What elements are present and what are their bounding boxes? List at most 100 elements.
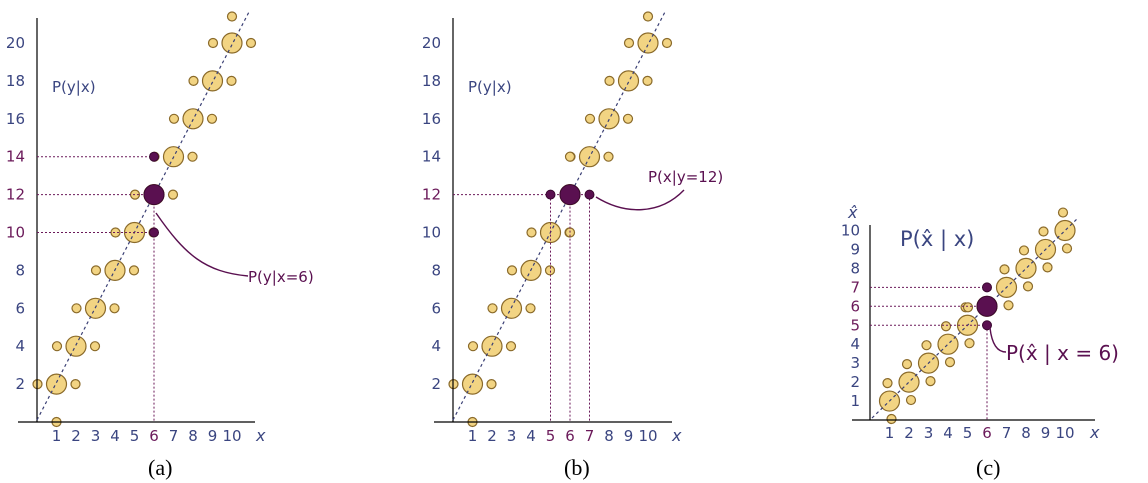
bubble-side xyxy=(925,376,936,387)
y-tick-label: 16 xyxy=(6,110,25,128)
x-tick-label: 8 xyxy=(1021,424,1031,442)
bubble-side xyxy=(168,113,180,124)
y-tick-label: 3 xyxy=(850,354,860,372)
bubble-main xyxy=(65,335,87,357)
x-tick-label: 2 xyxy=(487,427,497,445)
highlight-point xyxy=(976,295,998,317)
y-axis-label-c: x̂ xyxy=(847,203,858,222)
bubble-side xyxy=(467,341,479,352)
y-tick-label: 4 xyxy=(850,335,860,353)
y-ticks-a: 2 4 6 8 10 12 14 16 18 20 xyxy=(6,34,25,393)
bubble-side xyxy=(1038,226,1049,237)
x-tick-label: 4 xyxy=(110,427,120,445)
bubble-side xyxy=(584,113,596,124)
bubble-side xyxy=(526,227,537,238)
y-tick-label: 14 xyxy=(6,148,25,166)
bubble-side xyxy=(226,75,237,87)
bubble-side xyxy=(188,75,199,87)
y-tick-label: 4 xyxy=(431,337,441,355)
y-tick-label: 12 xyxy=(6,186,25,204)
bubble-side xyxy=(999,264,1010,275)
bubble-side xyxy=(90,265,102,276)
bubble-side xyxy=(1042,262,1053,273)
panel-title-a: P(y|x) xyxy=(52,78,96,96)
y-tick-label: 2 xyxy=(431,375,441,393)
bubble-side xyxy=(525,303,536,314)
y-tick-label: 10 xyxy=(422,224,441,242)
x-tick-label: 5 xyxy=(546,427,556,445)
x-tick-label: 5 xyxy=(130,427,140,445)
y-tick-label: 9 xyxy=(850,240,860,258)
bubble-side xyxy=(1022,281,1034,292)
x-tick-label: 1 xyxy=(52,427,62,445)
highlight-point xyxy=(559,184,581,206)
guides-a xyxy=(37,151,165,422)
x-tick-label: 7 xyxy=(169,427,179,445)
caption-c: (c) xyxy=(976,455,1000,480)
bubble-side xyxy=(1057,207,1069,218)
x-axis-label-b: x xyxy=(671,426,682,445)
bubble-side xyxy=(187,151,198,162)
y-tick-label: 12 xyxy=(422,186,441,204)
bubble-side xyxy=(109,303,120,314)
bubble-side xyxy=(944,357,956,368)
y-tick-label: 16 xyxy=(422,110,441,128)
bubble-side xyxy=(207,37,219,49)
annotation-b: P(x|y=12) xyxy=(648,168,723,186)
annotation-curve-b xyxy=(595,189,685,211)
bubble-side xyxy=(882,378,893,389)
y-tick-label: 6 xyxy=(15,299,25,317)
bubble-main xyxy=(637,32,659,54)
y-tick-label: 6 xyxy=(850,297,860,315)
bubble-side xyxy=(206,113,218,124)
bubble-side xyxy=(940,321,952,332)
bubble-main xyxy=(182,108,204,130)
x-tick-label: 10 xyxy=(1055,424,1074,442)
y-tick-label: 2 xyxy=(850,373,860,391)
bubble-side xyxy=(70,379,81,390)
x-tick-label: 9 xyxy=(208,427,218,445)
bubble-side xyxy=(128,265,140,276)
bubble-main xyxy=(617,70,640,92)
x-tick-label: 3 xyxy=(924,424,934,442)
x-tick-label: 10 xyxy=(638,427,657,445)
y-tick-label: 20 xyxy=(6,34,25,52)
bubble-side xyxy=(1018,245,1030,256)
y-tick-label: 20 xyxy=(422,34,441,52)
bubble-side xyxy=(604,75,615,87)
x-tick-label: 10 xyxy=(222,427,241,445)
bubble-side xyxy=(603,151,614,162)
x-axis-label-a: x xyxy=(255,426,266,445)
x-tick-label: 3 xyxy=(507,427,517,445)
y-tick-label: 18 xyxy=(6,72,25,90)
bubble-side xyxy=(486,379,497,390)
x-ticks-c: 1 2 3 4 5 6 7 8 9 10 xyxy=(885,424,1075,442)
x-tick-label: 5 xyxy=(963,424,973,442)
bubble-side xyxy=(89,341,101,352)
bubble-main xyxy=(1015,257,1037,279)
bubble-main xyxy=(45,373,68,395)
bubble-side xyxy=(962,302,974,313)
bubble-side xyxy=(642,75,653,87)
y-tick-label: 10 xyxy=(6,224,25,242)
bubble-side xyxy=(505,341,517,352)
guides-c xyxy=(870,282,998,420)
x-tick-label: 6 xyxy=(149,427,159,445)
x-tick-label: 9 xyxy=(624,427,634,445)
y-ticks-b: 2 4 6 8 10 12 14 16 18 20 xyxy=(422,34,441,393)
y-tick-label: 2 xyxy=(15,375,25,393)
bubble-side xyxy=(642,11,654,22)
annotation-c: P(x̂ | x = 6) xyxy=(1006,341,1119,365)
x-tick-label: 8 xyxy=(604,427,614,445)
bubble-side xyxy=(226,11,238,22)
x-tick-label: 8 xyxy=(188,427,198,445)
y-tick-label: 7 xyxy=(850,278,860,296)
bubble-side xyxy=(901,359,913,370)
highlight-point xyxy=(584,189,595,200)
bubble-main xyxy=(461,373,484,395)
y-tick-label: 1 xyxy=(850,392,860,410)
bubbles-a xyxy=(32,11,257,428)
